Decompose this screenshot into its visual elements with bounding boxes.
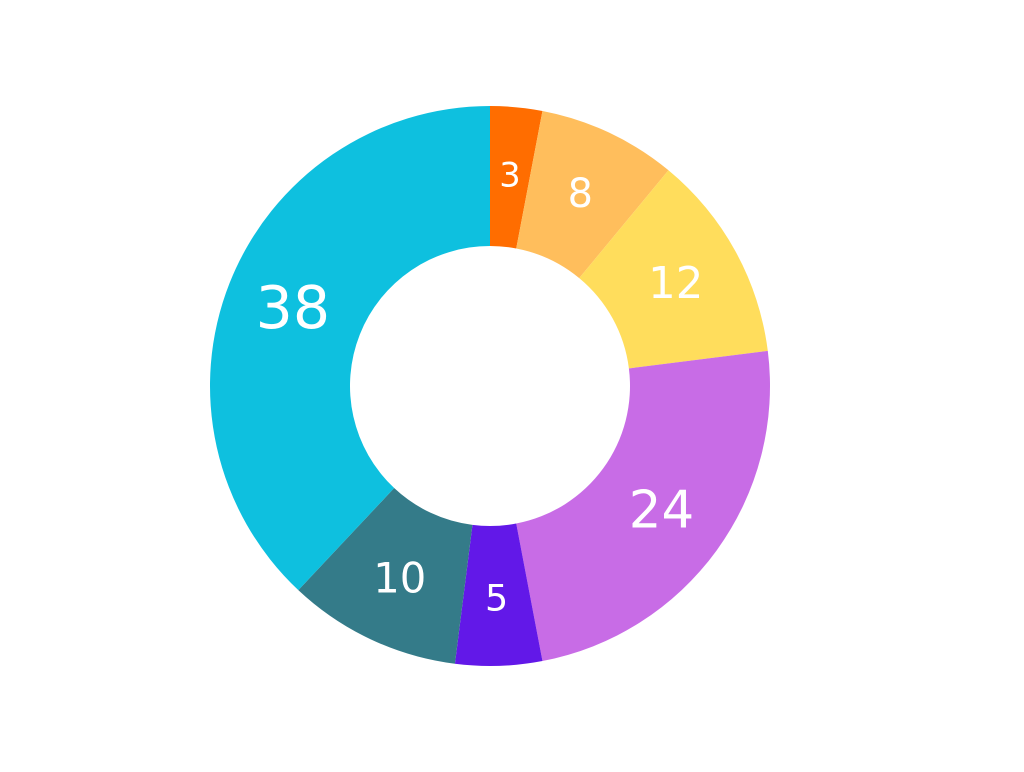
slice-label: 38 bbox=[256, 274, 330, 342]
slice-label: 3 bbox=[499, 155, 520, 194]
slice-label: 10 bbox=[373, 553, 426, 602]
donut-slice bbox=[516, 110, 669, 279]
donut-slice bbox=[298, 488, 473, 664]
donut-slice bbox=[209, 106, 491, 591]
slice-label: 24 bbox=[629, 481, 694, 541]
donut-slice bbox=[490, 106, 543, 249]
slice-label: 5 bbox=[485, 576, 508, 619]
donut-slice bbox=[579, 170, 768, 369]
slice-label: 12 bbox=[648, 259, 703, 309]
slice-label: 8 bbox=[568, 171, 593, 217]
donut-slice bbox=[516, 350, 771, 662]
donut-slice bbox=[454, 523, 543, 666]
